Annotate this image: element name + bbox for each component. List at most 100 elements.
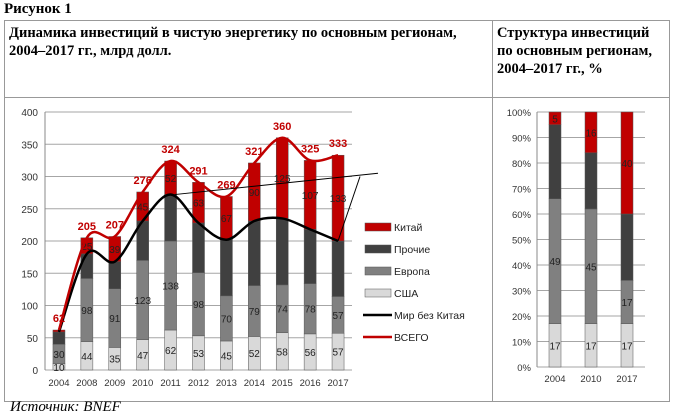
data-label-europe: 91 xyxy=(109,314,121,325)
data-label-china: 5 xyxy=(552,114,558,125)
data-label-usa: 56 xyxy=(305,348,317,359)
data-label-europe: 70 xyxy=(221,314,233,325)
total-label: 276 xyxy=(134,175,152,187)
legend-label-china: Китай xyxy=(394,222,423,234)
x-tick-label: 2017 xyxy=(327,378,348,389)
line-world-ex-china xyxy=(57,193,339,333)
data-label-europe: 49 xyxy=(549,257,561,268)
y-tick-label: 400 xyxy=(21,108,38,119)
bar-china xyxy=(584,111,598,154)
right-chart-title: Структура инвестиций по основным региона… xyxy=(497,25,652,77)
x-tick-label: 2010 xyxy=(580,374,601,385)
legend-swatch-europe xyxy=(364,266,392,276)
figure-label: Рисунок 1 xyxy=(4,1,72,17)
bar-others xyxy=(220,239,233,297)
y-tick-label: 20% xyxy=(512,312,532,323)
total-label: 333 xyxy=(329,138,347,150)
x-tick-label: 2012 xyxy=(188,378,209,389)
data-label-usa: 62 xyxy=(165,346,177,357)
data-label-europe: 79 xyxy=(249,307,261,318)
data-label-europe: 98 xyxy=(193,300,205,311)
line-total xyxy=(57,136,339,331)
y-tick-label: 100 xyxy=(21,302,38,313)
data-label-usa: 17 xyxy=(621,341,633,352)
bar-others xyxy=(164,194,177,242)
data-label-europe: 138 xyxy=(162,282,179,293)
y-tick-label: 30% xyxy=(512,287,532,298)
bar-others xyxy=(52,331,66,345)
data-label-china: 107 xyxy=(302,191,319,202)
data-label-usa: 53 xyxy=(193,349,205,360)
data-label-usa: 35 xyxy=(109,355,121,366)
data-label-usa: 44 xyxy=(81,352,93,363)
total-label: 207 xyxy=(106,219,124,231)
y-tick-label: 60% xyxy=(512,210,532,221)
y-tick-label: 200 xyxy=(21,237,38,248)
x-tick-label: 2017 xyxy=(616,374,637,385)
header-divider xyxy=(5,97,669,98)
legend-label-usa: США xyxy=(394,288,418,300)
total-label: 325 xyxy=(301,143,319,155)
x-tick-label: 2011 xyxy=(160,378,180,389)
y-tick-label: 70% xyxy=(512,185,532,196)
column-divider xyxy=(492,21,493,401)
y-tick-label: 40% xyxy=(512,261,532,272)
bar-others xyxy=(331,240,345,297)
data-label-china: 67 xyxy=(221,214,233,225)
left-chart-title: Динамика инвестиций в чистую энергетику … xyxy=(9,25,457,59)
x-tick-label: 2015 xyxy=(272,378,293,389)
data-label-china: 45 xyxy=(137,202,149,213)
bar-others xyxy=(584,152,598,210)
data-label-usa: 52 xyxy=(249,349,261,360)
bar-china xyxy=(620,111,634,215)
x-tick-label: 2016 xyxy=(300,378,321,389)
total-label: 205 xyxy=(78,221,96,233)
bar-others xyxy=(248,220,261,286)
legend-swatch-china xyxy=(364,222,392,232)
data-label-china: 39 xyxy=(109,245,121,256)
data-label-europe: 30 xyxy=(53,350,65,361)
data-label-china: 52 xyxy=(165,174,177,185)
y-tick-label: 300 xyxy=(21,173,38,184)
y-tick-label: 50% xyxy=(512,236,532,247)
data-label-europe: 45 xyxy=(585,262,597,273)
data-label-usa: 58 xyxy=(277,347,289,358)
bar-others xyxy=(548,124,562,199)
trend-annotation-arrow xyxy=(337,176,361,242)
trend-annotation-line xyxy=(174,172,379,196)
data-label-usa: 47 xyxy=(137,351,149,362)
data-label-europe: 17 xyxy=(621,298,633,309)
legend-label-others: Прочие xyxy=(394,244,430,256)
x-tick-label: 2009 xyxy=(104,378,125,389)
total-label: 324 xyxy=(161,144,180,156)
data-label-usa: 45 xyxy=(221,351,233,362)
y-tick-label: 50 xyxy=(27,334,39,345)
bar-china xyxy=(548,111,562,125)
bar-others xyxy=(192,222,205,273)
total-label: 62 xyxy=(53,313,65,325)
data-label-europe: 57 xyxy=(332,311,344,322)
bar-others xyxy=(620,213,634,281)
data-label-china: 133 xyxy=(330,194,347,205)
data-label-china: 125 xyxy=(274,174,291,185)
data-label-europe: 78 xyxy=(305,305,317,316)
x-tick-label: 2014 xyxy=(244,378,265,389)
data-label-china: 25 xyxy=(81,242,93,253)
y-tick-label: 90% xyxy=(512,134,532,145)
legend-label-world_ex_china: Мир без Китая xyxy=(394,310,465,322)
data-label-china: 16 xyxy=(585,128,597,139)
bar-others xyxy=(275,218,289,286)
data-label-europe: 74 xyxy=(277,305,289,316)
data-label-usa: 17 xyxy=(585,341,597,352)
bar-others xyxy=(80,253,94,279)
y-tick-label: 150 xyxy=(21,269,38,280)
data-label-china: 90 xyxy=(249,188,261,199)
data-label-europe: 98 xyxy=(81,306,93,317)
total-label: 360 xyxy=(273,121,291,133)
x-tick-label: 2004 xyxy=(544,374,565,385)
total-label: 291 xyxy=(189,165,207,177)
data-label-europe: 123 xyxy=(134,296,151,307)
x-tick-label: 2010 xyxy=(132,378,153,389)
data-label-usa: 57 xyxy=(332,348,344,359)
